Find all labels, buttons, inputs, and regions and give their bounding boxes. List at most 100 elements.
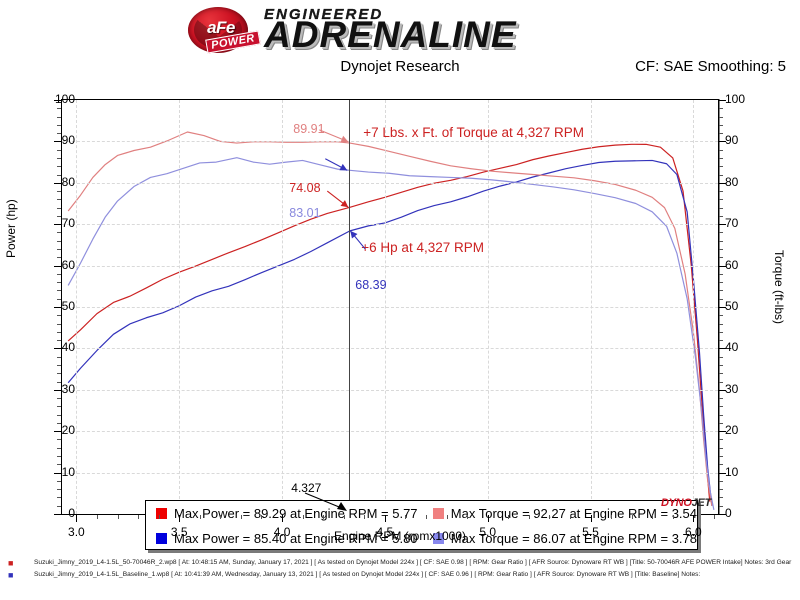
x-axis-minor-tick (158, 515, 160, 519)
afe-power-logo-icon: aFe POWER (186, 6, 261, 54)
y2-axis-minor-tick (719, 174, 723, 176)
y2-axis-title: Torque (ft-lbs) (772, 250, 786, 325)
gridline-horizontal (62, 431, 718, 433)
x-axis-minor-tick (446, 515, 448, 519)
y-axis-tick-label: 50 (61, 299, 75, 313)
y2-axis-tick-label: 40 (725, 340, 739, 355)
y-axis-minor-tick (57, 447, 61, 449)
y-axis-tick-label: 20 (61, 423, 75, 438)
y2-axis-minor-tick (719, 439, 723, 441)
brand-adrenaline-text: ADRENALINE (264, 14, 517, 55)
x-axis-minor-tick (117, 515, 119, 519)
y-axis-minor-tick (57, 240, 61, 242)
y2-axis-minor-tick (719, 340, 723, 342)
y-axis-tick-label: 80 (61, 174, 75, 189)
y-axis-tick (54, 307, 61, 308)
y-axis-tick-label: 30 (61, 381, 75, 396)
y2-axis-tick-label: 90 (725, 133, 739, 148)
dynojet-logo-part2: JET (691, 497, 712, 509)
y2-axis-minor-tick (719, 149, 723, 151)
x-axis-tick (179, 515, 181, 522)
y-axis-minor-tick (57, 340, 61, 342)
y2-axis-tick-label: 20 (725, 423, 739, 438)
x-axis-minor-tick (240, 515, 242, 519)
gridline-horizontal (62, 141, 718, 143)
y2-axis-tick (719, 182, 726, 184)
y2-axis-minor-tick (719, 133, 723, 135)
gridline-vertical (384, 100, 386, 514)
footer-note-text: Suzuki_Jimny_2019_L4-1.5L_50-70046R_2.wp… (34, 559, 792, 566)
x-axis-minor-tick (611, 515, 613, 519)
y-axis-minor-tick (57, 439, 61, 441)
x-axis-minor-tick (323, 515, 325, 519)
y2-axis-tick (719, 100, 726, 101)
y-axis-minor-tick (57, 315, 61, 317)
x-axis-tick-label: 5.0 (479, 525, 497, 539)
y-axis-minor-tick (57, 505, 61, 507)
y2-axis-minor-tick (719, 406, 723, 408)
y-axis-title: Power (hp) (4, 199, 18, 258)
y-axis-tick (54, 141, 61, 143)
y2-axis-minor-tick (719, 257, 723, 259)
y-axis-tick-label: 0 (68, 506, 75, 520)
y2-axis-tick (719, 431, 726, 433)
y2-axis-minor-tick (719, 108, 723, 110)
y-axis-minor-tick (57, 273, 61, 275)
x-axis-minor-tick (220, 515, 222, 519)
y2-axis-minor-tick (719, 240, 723, 242)
x-axis-minor-tick (425, 515, 427, 519)
chart-subtitle: Dynojet Research (340, 58, 460, 75)
series-line (67, 159, 713, 506)
y-axis-tick-label: 60 (61, 257, 75, 272)
gridline-horizontal (62, 182, 718, 184)
x-axis-minor-tick (467, 515, 469, 519)
annotation-hp-note: +6 Hp at 4,327 RPM (361, 239, 484, 255)
gridline-horizontal (62, 472, 718, 474)
y2-axis-tick (719, 141, 726, 143)
footer-bullet-red: ■ (8, 558, 14, 568)
footer-note-text: Suzuki_Jimny_2019_L4-1.5L_Baseline_1.wp8… (34, 570, 701, 578)
x-axis-tick (487, 515, 489, 522)
y-axis-minor-tick (57, 398, 61, 400)
y-axis-tick (54, 472, 61, 474)
y2-axis-tick-label: 80 (725, 174, 739, 189)
y-axis-minor-tick (57, 249, 61, 251)
footer-bullet-blue: ■ (8, 569, 14, 580)
y2-axis-minor-tick (719, 323, 723, 325)
y-axis-minor-tick (57, 298, 61, 300)
x-axis-minor-tick (96, 515, 98, 519)
y2-axis-minor-tick (719, 232, 723, 234)
x-axis-minor-tick (405, 515, 407, 519)
y-axis-minor-tick (57, 497, 61, 499)
y2-axis-minor-tick (719, 282, 723, 284)
y-axis-tick-label: 10 (61, 464, 75, 479)
chart-legend: Max Power = 89.29 at Engine RPM = 5.77 M… (145, 500, 698, 550)
legend-label: Max Power = 85.40 at Engine RPM = 5.80 (174, 531, 418, 546)
y2-axis-minor-tick (719, 249, 723, 251)
y-axis-tick-label: 100 (54, 92, 75, 106)
y-axis-minor-tick (57, 191, 61, 193)
legend-swatch-lightblue (432, 533, 444, 544)
y2-axis-minor-tick (719, 414, 723, 416)
gridline-vertical (693, 100, 695, 514)
y2-axis-tick (719, 224, 726, 226)
y-axis-minor-tick (57, 356, 61, 358)
y-axis-minor-tick (57, 166, 61, 168)
y2-axis-tick-label: 70 (725, 216, 739, 231)
legend-swatch-red (156, 508, 167, 519)
annotation-power-red-value: 74.08 (289, 181, 321, 195)
y2-axis-minor-tick (719, 290, 723, 292)
y2-axis-tick-label: 60 (725, 257, 739, 272)
y2-axis-minor-tick (719, 315, 723, 317)
x-axis-tick (590, 515, 592, 522)
gridline-horizontal (62, 348, 718, 350)
y2-axis-minor-tick (719, 422, 723, 424)
gridline-vertical (179, 100, 181, 514)
cursor-line[interactable] (349, 100, 351, 514)
y-axis-minor-tick (57, 456, 61, 458)
annotation-torque-note: +7 Lbs. x Ft. of Torque at 4,327 RPM (363, 124, 585, 140)
legend-row: Max Power = 85.40 at Engine RPM = 5.80 M… (146, 526, 697, 551)
y2-axis-tick-label: 50 (725, 299, 739, 313)
afe-adrenaline-brand: aFe POWER ENGINEERED ADRENALINE (186, 4, 616, 56)
y-axis-tick (54, 348, 61, 350)
